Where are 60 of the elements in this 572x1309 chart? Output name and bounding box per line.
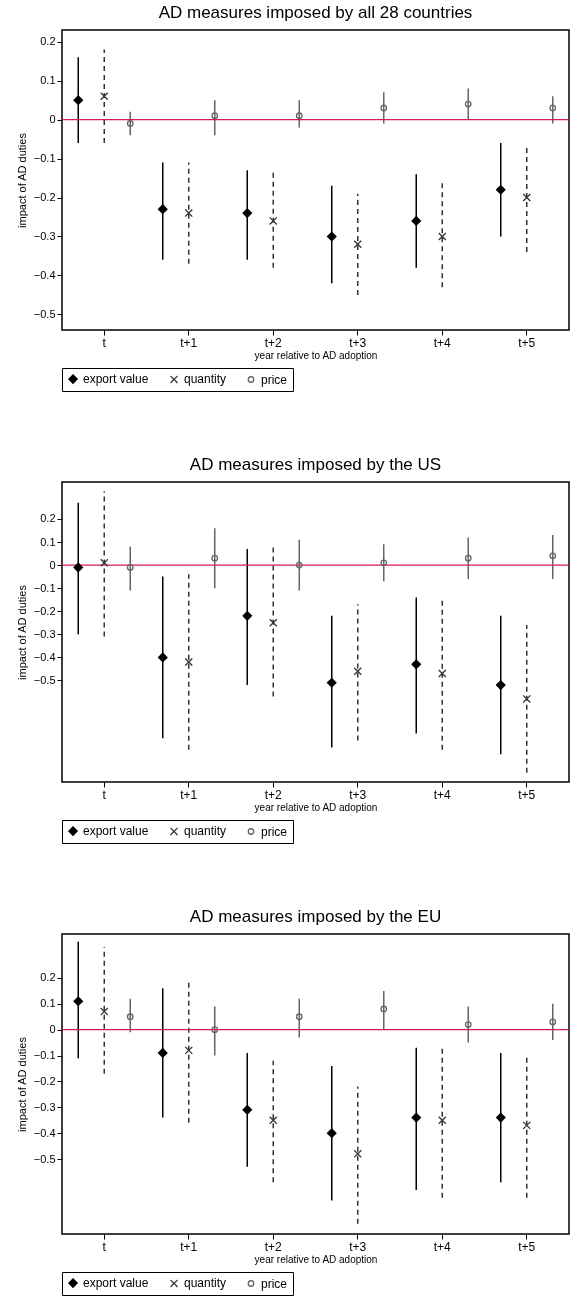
chart-title: AD measures imposed by all 28 countries xyxy=(158,3,473,22)
x-tick-label: t+2 xyxy=(264,335,283,350)
x-tick-label: t+4 xyxy=(433,787,452,802)
y-tick-label: 0.1 xyxy=(40,74,56,87)
x-tick-label: t xyxy=(102,787,107,802)
x-tick-label: t+3 xyxy=(349,335,367,350)
y-tick-label: −0.3 xyxy=(33,627,56,640)
y-tick-label: −0.1 xyxy=(33,581,56,594)
x-tick-label: t+5 xyxy=(518,1239,536,1254)
legend-label: price xyxy=(261,372,288,387)
legend-label: export value xyxy=(83,1276,149,1291)
y-tick-label: −0.5 xyxy=(33,1152,56,1165)
y-tick-label: −0.4 xyxy=(33,268,56,281)
chart-title: AD measures imposed by the US xyxy=(189,455,442,474)
x-tick-label: t+5 xyxy=(518,335,536,350)
y-tick-label: −0.1 xyxy=(33,1049,56,1062)
y-tick-label: −0.2 xyxy=(33,604,56,617)
y-tick-label: −0.5 xyxy=(33,673,56,686)
y-tick-label: −0.3 xyxy=(33,1100,56,1113)
y-tick-label: 0 xyxy=(49,113,56,126)
y-axis-title: impact of AD duties xyxy=(15,584,28,680)
x-tick-label: t+2 xyxy=(264,787,283,802)
legend-label: export value xyxy=(83,372,149,387)
y-tick-label: −0.5 xyxy=(33,307,56,320)
legend-label: quantity xyxy=(184,1276,227,1291)
x-tick-label: t+3 xyxy=(349,1239,367,1254)
y-tick-label: 0.2 xyxy=(40,35,56,48)
y-tick-label: −0.4 xyxy=(33,1126,56,1139)
y-tick-label: −0.1 xyxy=(33,152,56,165)
y-tick-label: 0.2 xyxy=(40,512,56,525)
y-tick-label: 0.1 xyxy=(40,997,56,1010)
legend-label: quantity xyxy=(184,824,227,839)
y-axis-title: impact of AD duties xyxy=(15,1036,28,1132)
legend-label: export value xyxy=(83,824,149,839)
y-tick-label: 0.2 xyxy=(40,971,56,984)
x-tick-label: t+3 xyxy=(349,787,367,802)
y-tick-label: −0.2 xyxy=(33,1074,56,1087)
y-tick-label: −0.4 xyxy=(33,650,56,663)
x-tick-label: t xyxy=(102,1239,107,1254)
y-tick-label: −0.3 xyxy=(33,229,56,242)
x-tick-label: t+1 xyxy=(180,787,198,802)
x-tick-label: t+4 xyxy=(433,1239,452,1254)
x-tick-label: t+2 xyxy=(264,1239,283,1254)
legend-label: price xyxy=(261,1276,288,1291)
y-tick-label: 0 xyxy=(49,558,56,571)
y-axis-title: impact of AD duties xyxy=(15,132,28,228)
y-tick-label: 0.1 xyxy=(40,535,56,548)
y-tick-label: −0.2 xyxy=(33,191,56,204)
chart-title: AD measures imposed by the EU xyxy=(189,907,442,926)
legend-label: quantity xyxy=(184,372,227,387)
x-axis-title: year relative to AD adoption xyxy=(254,801,378,813)
x-axis-title: year relative to AD adoption xyxy=(254,1253,378,1265)
legend-label: price xyxy=(261,824,288,839)
x-tick-label: t+1 xyxy=(180,335,198,350)
y-tick-label: 0 xyxy=(49,1023,56,1036)
x-axis-title: year relative to AD adoption xyxy=(254,349,378,361)
x-tick-label: t+5 xyxy=(518,787,536,802)
x-tick-label: t+1 xyxy=(180,1239,198,1254)
x-tick-label: t+4 xyxy=(433,335,452,350)
x-tick-label: t xyxy=(102,335,107,350)
